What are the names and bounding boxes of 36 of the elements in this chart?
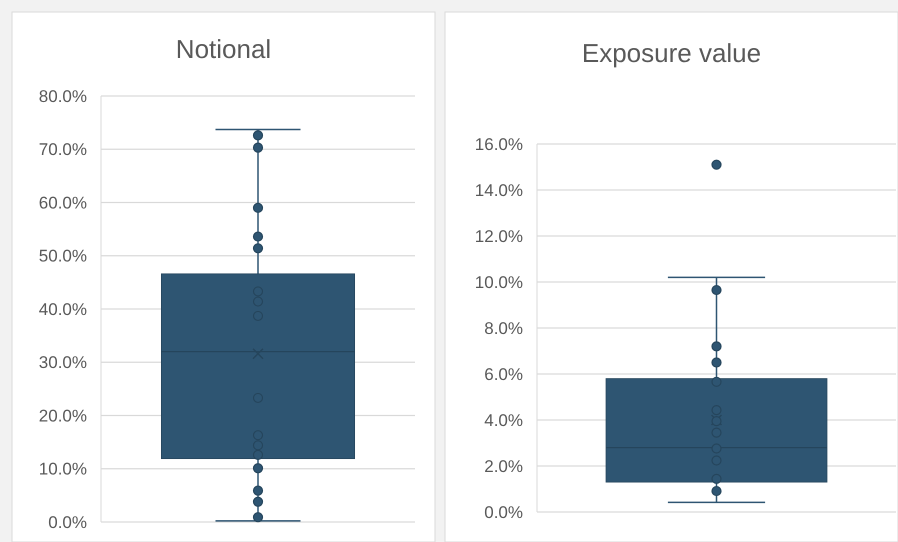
point [252, 231, 264, 242]
y-tick-label: 0.0% [48, 512, 87, 532]
y-tick-label: 2.0% [484, 456, 523, 476]
y-tick-label: 4.0% [484, 410, 523, 430]
y-tick-label: 6.0% [484, 364, 523, 384]
y-tick-label: 14.0% [474, 180, 523, 200]
y-tick-label: 8.0% [484, 318, 523, 338]
point [711, 376, 722, 387]
y-tick-label: 50.0% [38, 246, 87, 266]
chart-title: Notional [176, 34, 272, 64]
point [252, 485, 264, 496]
point [711, 486, 722, 496]
y-tick-label: 12.0% [474, 226, 523, 246]
point [252, 243, 264, 254]
y-tick-label: 70.0% [38, 140, 87, 160]
y-tick-label: 10.0% [38, 460, 87, 479]
point [711, 357, 722, 368]
y-tick-label: 20.0% [38, 406, 87, 426]
point [711, 341, 722, 352]
point [711, 474, 722, 484]
y-tick-label: 10.0% [474, 272, 523, 292]
point [711, 284, 722, 296]
y-tick-label: 40.0% [38, 300, 87, 319]
point [252, 512, 264, 522]
point [252, 450, 264, 460]
point [252, 496, 264, 507]
y-tick-label: 30.0% [38, 353, 87, 372]
point [252, 142, 264, 153]
y-tick-label: 0.0% [484, 502, 523, 522]
y-tick-label: 80.0% [38, 86, 87, 106]
point [252, 130, 264, 141]
point [252, 463, 264, 474]
point [252, 202, 264, 213]
chart-title: Exposure value [582, 38, 762, 68]
y-tick-label: 16.0% [474, 134, 523, 154]
y-tick-label: 60.0% [38, 193, 87, 212]
